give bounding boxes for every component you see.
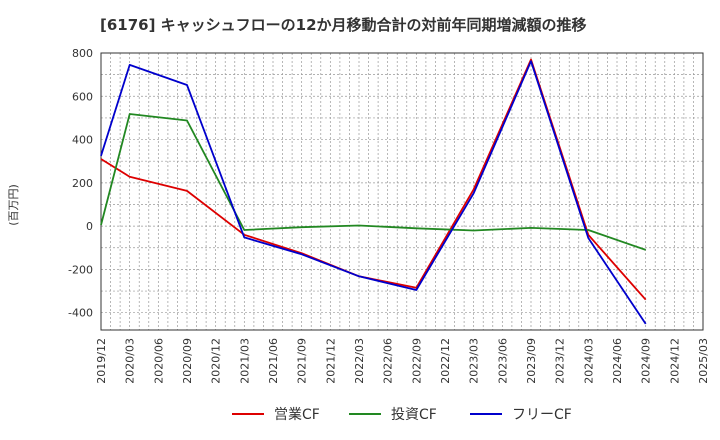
y-tick-label: 0: [86, 220, 93, 233]
series-layer: [100, 58, 647, 325]
chart-title: [6176] キャッシュフローの12か月移動合計の対前年同期増減額の推移: [100, 16, 587, 34]
x-tick-label: 2023/03: [468, 338, 481, 384]
legend-label-3: フリーCF: [512, 407, 572, 423]
x-tick-label: 2021/09: [296, 338, 309, 384]
x-tick-label: 2023/09: [525, 338, 538, 384]
x-tick-label: 2022/06: [382, 338, 395, 384]
x-tick-label: 2021/03: [238, 338, 251, 384]
x-tick-label: 2019/12: [95, 338, 108, 384]
x-tick-label: 2021/06: [267, 338, 280, 384]
y-tick-label: -400: [68, 307, 93, 320]
series-line-3: [100, 60, 647, 325]
x-tick-label: 2022/09: [410, 338, 423, 384]
legend-label-2: 投資CF: [391, 407, 437, 423]
y-tick-label: 800: [72, 47, 93, 60]
plot-border: [100, 52, 704, 331]
x-tick-label: 2024/03: [582, 338, 595, 384]
x-tick-label: 2022/12: [439, 338, 452, 384]
x-tick-label: 2023/06: [496, 338, 509, 384]
y-tick-label: 600: [72, 90, 93, 103]
x-tick-label: 2023/12: [554, 338, 567, 384]
x-tick-label: 2020/03: [124, 338, 137, 384]
x-tick-label: 2020/09: [181, 338, 194, 384]
legend-label-1: 営業CF: [274, 407, 320, 423]
x-tick-label: 2024/09: [640, 338, 653, 384]
legend: 営業CF 投資CF フリーCF: [232, 407, 572, 423]
x-tick-label: 2024/12: [668, 338, 681, 384]
y-tick-label: 200: [72, 177, 93, 190]
x-tick-label: 2020/06: [152, 338, 165, 384]
x-tick-label: 2020/12: [210, 338, 223, 384]
x-tick-label: 2024/06: [611, 338, 624, 384]
axis-layer: -400 -200 0 200 400 600 800 2019/12 2020/03 2020/…: [68, 47, 710, 384]
plot-area: [101, 53, 703, 330]
grid-layer: [100, 52, 704, 330]
y-axis-label: (百万円): [7, 184, 20, 226]
series-line-2: [100, 113, 646, 251]
x-tick-label: 2022/03: [353, 338, 366, 384]
x-tick-label: 2025/03: [697, 338, 710, 384]
x-tick-label: 2021/12: [324, 338, 337, 384]
y-tick-label: 400: [72, 134, 93, 147]
y-tick-label: -200: [68, 263, 93, 276]
